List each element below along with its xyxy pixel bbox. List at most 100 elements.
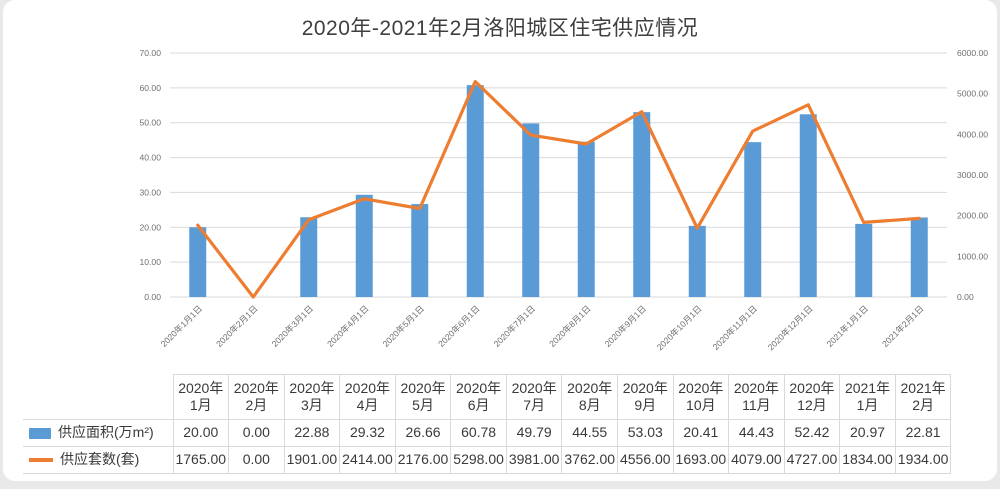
column-header: 2020年 11月: [728, 374, 785, 420]
combo-chart: 0.0010.0020.0030.0040.0050.0060.0070.000…: [139, 48, 988, 353]
x-axis-tick-label: 2020年9月1日: [602, 303, 648, 349]
value-cell: 44.55: [561, 419, 618, 447]
value-cell: 22.88: [283, 419, 341, 447]
left-axis-tick-label: 10.00: [139, 257, 161, 267]
x-axis-tick-label: 2020年12月1日: [765, 303, 815, 353]
column-header: 2020年 10月: [672, 374, 730, 420]
bar: [744, 142, 762, 297]
x-axis-tick-label: 2021年1月1日: [824, 303, 870, 349]
bar: [577, 141, 595, 297]
table-corner-cell: [23, 375, 173, 420]
x-axis-tick-label: 2020年8月1日: [546, 303, 592, 349]
legend-cell: 供应套数(套): [23, 446, 174, 474]
line-legend-swatch-icon: [29, 458, 53, 462]
column-header: 2021年 2月: [894, 374, 952, 420]
column-header: 2020年 5月: [394, 374, 452, 420]
bar: [855, 223, 873, 297]
value-cell: 0.00: [228, 446, 285, 474]
series-label: 供应套数(套): [60, 451, 140, 468]
column-header: 2020年 4月: [339, 374, 396, 420]
table-row: 供应面积(万m²) 20.00 0.00 22.88 29.32 26.66 60.78 49…: [23, 419, 952, 447]
column-header: 2021年 1月: [839, 374, 896, 420]
right-axis-tick-label: 5000.00: [957, 89, 988, 99]
left-axis-tick-label: 0.00: [144, 292, 161, 302]
column-header: 2020年 8月: [561, 374, 618, 420]
right-axis-tick-label: 2000.00: [957, 211, 988, 221]
legend-cell: 供应面积(万m²): [23, 419, 174, 447]
x-axis-tick-label: 2020年7月1日: [491, 303, 537, 349]
value-cell: 4727.00: [783, 446, 841, 474]
bar: [189, 227, 207, 297]
value-cell: 2414.00: [339, 446, 396, 474]
left-axis-tick-label: 30.00: [139, 187, 161, 197]
gridlines: [170, 52, 947, 298]
series-label: 供应面积(万m²): [58, 424, 154, 441]
bar: [355, 194, 373, 297]
column-header: 2020年 7月: [505, 374, 563, 420]
value-cell: 5298.00: [450, 446, 507, 474]
value-cell: 20.41: [672, 419, 730, 447]
value-cell: 52.42: [783, 419, 841, 447]
bar: [910, 217, 928, 297]
left-axis-labels: 0.00 10.00 20.00 30.00 40.00 50.00 60.00 70.00: [139, 48, 161, 302]
value-cell: 4079.00: [728, 446, 785, 474]
left-axis-tick-label: 40.00: [139, 153, 161, 163]
value-cell: 22.81: [894, 419, 952, 447]
value-cell: 29.32: [339, 419, 396, 447]
value-cell: 4556.00: [617, 446, 674, 474]
x-axis-tick-label: 2020年11月1日: [710, 303, 759, 352]
bar-series: [189, 85, 928, 298]
value-cell: 1693.00: [672, 446, 730, 474]
value-cell: 1934.00: [894, 446, 952, 474]
bar: [799, 114, 817, 297]
x-axis-tick-label: 2020年1月1日: [158, 303, 204, 349]
column-header: 2020年 6月: [450, 374, 507, 420]
bar: [688, 225, 706, 297]
right-axis-tick-label: 0.00: [957, 292, 974, 302]
bar: [522, 123, 540, 297]
left-axis-tick-label: 70.00: [139, 48, 161, 58]
value-cell: 1765.00: [172, 446, 230, 474]
column-header: 2020年 9月: [617, 374, 674, 420]
chart-card: 2020年-2021年2月洛阳城区住宅供应情况 0.00 10.00 20.00 30…: [3, 0, 997, 481]
right-axis-labels: 0.00 1000.00 2000.00 3000.00 4000.00 5000.00 6…: [957, 48, 988, 302]
x-axis-tick-label: 2020年4月1日: [324, 303, 370, 349]
x-axis-labels: 2020年1月1日 2020年2月1日 2020年3月1日 2020年4月1日 2020…: [158, 303, 926, 353]
value-cell: 3981.00: [505, 446, 563, 474]
table-row: 供应套数(套) 1765.00 0.00 1901.00 2414.00 2176.00 5…: [23, 446, 952, 474]
left-axis-tick-label: 60.00: [139, 83, 161, 93]
bar: [633, 112, 651, 297]
right-axis-tick-label: 1000.00: [957, 251, 988, 261]
x-axis-tick-label: 2020年3月1日: [269, 303, 315, 349]
right-axis-tick-label: 6000.00: [957, 48, 988, 58]
x-axis-tick-label: 2020年2月1日: [213, 303, 259, 349]
right-axis-tick-label: 3000.00: [957, 170, 988, 180]
left-axis-tick-label: 20.00: [139, 222, 161, 232]
data-table: 2020年 1月 2020年 2月 2020年 3月 2020年 4月 2020年 5月 2020年…: [23, 374, 952, 474]
column-header: 2020年 1月: [172, 374, 230, 420]
x-axis-tick-label: 2020年6月1日: [435, 303, 481, 349]
bar: [466, 85, 484, 298]
value-cell: 0.00: [228, 419, 285, 447]
column-header: 2020年 12月: [783, 374, 841, 420]
value-cell: 2176.00: [394, 446, 452, 474]
column-header: 2020年 3月: [283, 374, 341, 420]
chart-title: 2020年-2021年2月洛阳城区住宅供应情况: [301, 17, 699, 40]
bar-legend-swatch-icon: [29, 427, 51, 439]
x-axis-tick-label: 2020年5月1日: [380, 303, 426, 349]
x-axis-tick-label: 2020年10月1日: [654, 303, 704, 353]
left-axis-tick-label: 50.00: [139, 118, 161, 128]
value-cell: 1834.00: [839, 446, 896, 474]
x-axis-tick-label: 2021年2月1日: [879, 303, 925, 349]
value-cell: 1901.00: [283, 446, 341, 474]
value-cell: 49.79: [505, 419, 563, 447]
line-series: [196, 79, 921, 299]
value-cell: 44.43: [728, 419, 785, 447]
right-axis-tick-label: 4000.00: [957, 129, 988, 139]
value-cell: 26.66: [394, 419, 452, 447]
value-cell: 20.97: [839, 419, 896, 447]
table-header-row: 2020年 1月 2020年 2月 2020年 3月 2020年 4月 2020年 5月 2020年…: [23, 374, 952, 420]
column-header: 2020年 2月: [228, 374, 285, 420]
bar: [300, 217, 318, 297]
value-cell: 3762.00: [561, 446, 618, 474]
